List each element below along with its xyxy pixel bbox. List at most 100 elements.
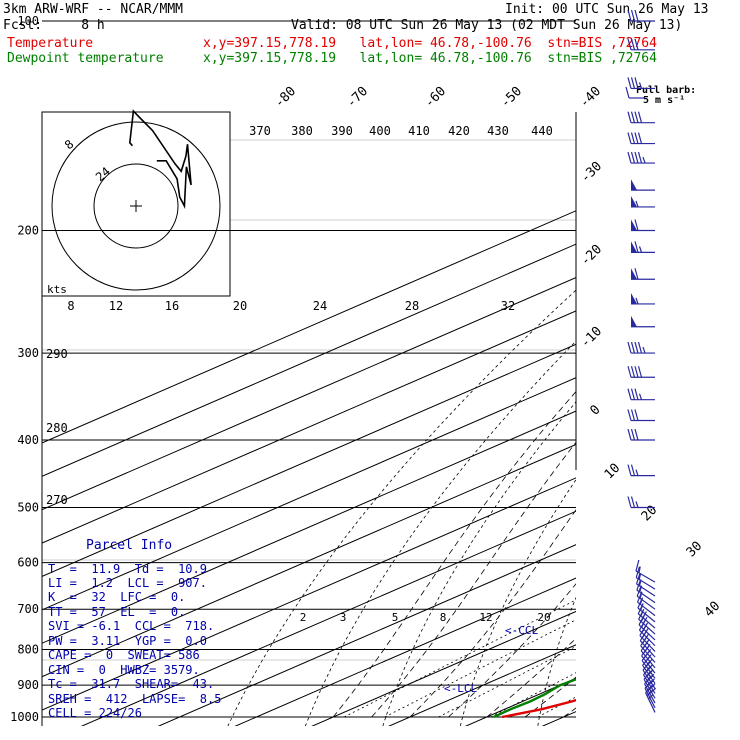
theta-e-label: 380	[291, 124, 313, 138]
dry-adiabat	[693, 21, 740, 732]
barb-flag	[625, 86, 630, 99]
barb-half-flag	[638, 82, 643, 89]
pressure-label: 600	[17, 556, 39, 570]
parcel-row: SREH = 412 LAPSE= 8.5	[48, 692, 221, 706]
parcel-value: 0	[98, 663, 106, 677]
isotherm-line	[42, 343, 576, 578]
barb-flag	[635, 572, 641, 585]
parcel-label: K =	[48, 590, 77, 604]
pressure-label: 900	[17, 678, 39, 692]
barb-pennant	[631, 196, 637, 207]
parcel-label: PW =	[48, 634, 77, 648]
dewpoint-location: x,y=397.15,778.19 lat,lon= 46.78,-100.76…	[203, 51, 657, 66]
barb-flag	[627, 409, 632, 421]
hodograph-ring	[93, 163, 179, 249]
barb-staff	[644, 692, 656, 713]
barb-flag	[643, 665, 652, 676]
mixing-ratio-label: 12	[479, 611, 492, 624]
wind-barb	[631, 293, 655, 305]
isotherm-label: 10	[602, 461, 624, 483]
wind-barb	[627, 388, 655, 401]
barb-half-flag	[638, 566, 641, 573]
hodo-speed-label: 12	[109, 299, 123, 313]
moist-adiabat	[448, 583, 576, 718]
isotherm-line	[42, 276, 576, 511]
parcel-label: T =	[48, 562, 77, 576]
barb-flag	[630, 38, 636, 50]
parcel-value: 31.7	[91, 677, 121, 691]
barb-flag	[642, 661, 652, 671]
wind-barb	[631, 241, 655, 253]
parcel-label: LFC =	[120, 590, 157, 604]
barb-flag	[646, 687, 657, 697]
isotherm-label: -50	[498, 84, 525, 111]
barb-flag	[630, 428, 636, 441]
parcel-value: 3.11	[91, 634, 121, 648]
barb-flag	[627, 341, 632, 354]
mixing-ratio-label: 5	[392, 611, 399, 624]
barb-half-flag	[648, 694, 654, 700]
parcel-value: 224/26	[98, 706, 142, 720]
hodo-speed-label: 32	[501, 299, 515, 313]
barb-legend-icon	[625, 86, 645, 99]
barb-half-flag	[638, 393, 643, 400]
barb-staff	[636, 595, 656, 610]
barb-legend-title: Full barb:	[636, 85, 697, 96]
parcel-value: 907.	[178, 576, 207, 590]
parcel-value: 8.5	[199, 692, 222, 706]
wind-barb	[627, 111, 655, 124]
isotherm-line	[234, 577, 576, 726]
barb-staff	[635, 577, 656, 590]
barb-flag	[634, 132, 639, 144]
mixing-ratio-line	[490, 672, 576, 718]
parcel-info-title: Parcel Info	[86, 538, 173, 553]
barb-flag	[634, 9, 639, 22]
barb-pennant	[631, 219, 637, 231]
parcel-row: CAPE = 0 SWEAT= 586	[48, 648, 200, 662]
barb-flag	[627, 464, 632, 476]
barb-flag	[645, 684, 655, 694]
barb-half-flag	[635, 200, 639, 208]
moist-adiabat	[679, 231, 740, 718]
barb-flag	[630, 464, 636, 476]
barb-flag	[627, 9, 632, 22]
parcel-label: SHEAR=	[134, 677, 179, 691]
hodograph-ring	[51, 121, 221, 291]
barb-flag	[641, 646, 649, 657]
barb-flag	[634, 241, 639, 253]
pressure-label: 1000	[10, 710, 39, 724]
parcel-row: CELL = 224/26	[48, 706, 142, 720]
isotherm-label: 20	[639, 503, 661, 525]
parcel-row: CIN = 0 HWBZ= 3579.	[48, 663, 200, 677]
parcel-label: TT =	[48, 605, 77, 619]
barb-flag	[630, 151, 636, 164]
isotherm-label: -80	[272, 84, 299, 111]
wind-barb	[627, 9, 655, 22]
wind-barb	[635, 566, 656, 590]
isotherm-line	[157, 544, 576, 726]
barb-flag	[634, 38, 639, 50]
barb-pennant	[631, 179, 637, 191]
barb-flag	[630, 77, 636, 89]
barb-flag	[630, 9, 636, 22]
theta-e-label: 410	[408, 124, 430, 138]
barb-flag	[644, 675, 654, 685]
wind-barb	[627, 409, 655, 422]
parcel-row: Tc = 31.7 SHEAR= 43.	[48, 677, 214, 691]
dry-adiabat-label: 270	[46, 493, 68, 507]
parcel-label: CELL =	[48, 706, 92, 720]
isotherm-line	[42, 210, 576, 444]
parcel-label: LAPSE=	[141, 692, 186, 706]
barb-flag	[637, 366, 643, 378]
barb-flag	[640, 641, 649, 652]
barb-flag	[634, 268, 639, 280]
parcel-row: PW = 3.11 YGP = 0.0	[48, 634, 207, 648]
parcel-value: 57	[91, 605, 106, 619]
parcel-value: 0	[105, 648, 114, 662]
moist-adiabat	[640, 231, 740, 718]
pressure-label: 300	[17, 346, 39, 360]
init-time: Init: 00 UTC Sun 26 May 13	[505, 2, 709, 17]
wind-barb	[627, 132, 655, 145]
parcel-value: -6.1	[91, 619, 121, 633]
barb-flag	[641, 651, 650, 661]
